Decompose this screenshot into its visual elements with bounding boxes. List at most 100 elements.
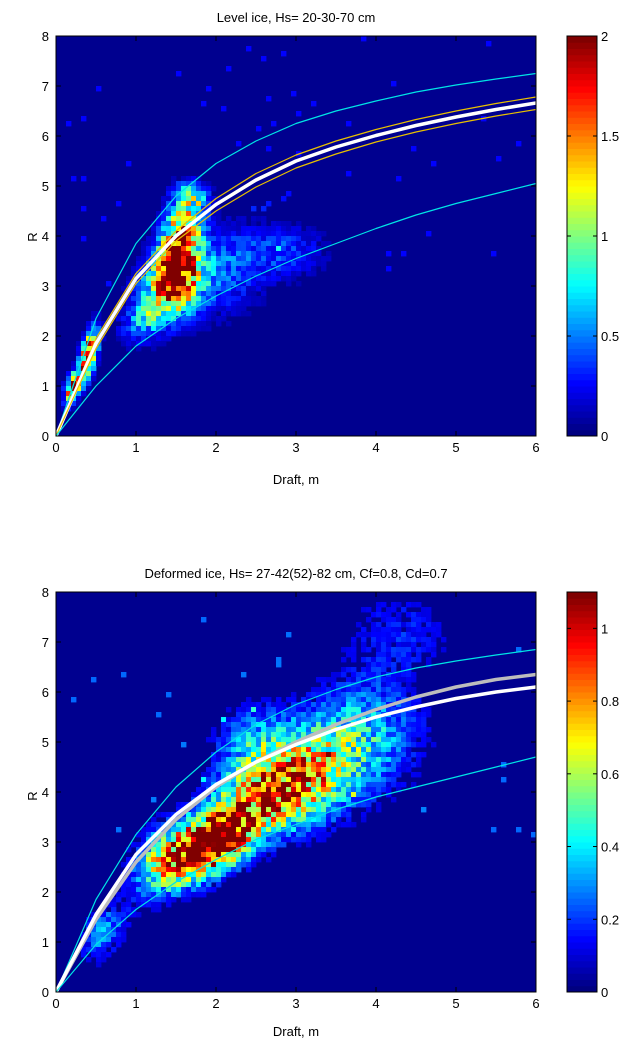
density-cell (266, 762, 272, 768)
density-cell (361, 702, 367, 708)
density-cell (261, 266, 267, 272)
density-cell (251, 857, 257, 863)
density-cell (176, 246, 182, 252)
density-cell (266, 266, 272, 272)
density-cell (161, 867, 167, 873)
density-cell (311, 777, 317, 783)
density-cell (266, 251, 272, 257)
density-cell (381, 702, 387, 708)
density-cell (351, 757, 357, 763)
colorbar-segment (567, 873, 597, 880)
density-cell (196, 201, 202, 207)
density-cell (356, 737, 362, 743)
density-cell (191, 181, 197, 187)
density-cell (361, 737, 367, 743)
density-cell (286, 236, 292, 242)
density-cell (141, 882, 147, 888)
density-cell (176, 201, 182, 207)
colorbar-segment (567, 42, 597, 49)
density-cell (331, 817, 337, 823)
y-tick-label: 2 (42, 885, 49, 900)
density-cell (71, 371, 77, 377)
density-cell (126, 847, 132, 853)
density-cell (201, 251, 207, 257)
density-cell (211, 877, 217, 883)
density-cell (156, 857, 162, 863)
density-cell (346, 697, 352, 703)
density-cell (311, 256, 317, 262)
density-cell (191, 842, 197, 848)
density-cell (256, 777, 262, 783)
density-cell (131, 897, 137, 903)
density-cell (261, 296, 267, 302)
density-cell (236, 717, 242, 723)
density-cell (136, 321, 142, 327)
density-cell (256, 817, 262, 823)
density-cell (306, 807, 312, 813)
density-cell (181, 281, 187, 287)
density-cell (271, 842, 277, 848)
density-cell (391, 632, 397, 638)
density-cell (351, 752, 357, 758)
density-cell (216, 797, 222, 803)
density-cell (186, 221, 192, 227)
density-cell (201, 872, 207, 878)
density-cell (216, 817, 222, 823)
colorbar-segment (567, 317, 597, 324)
density-cell (216, 777, 222, 783)
density-cell (181, 882, 187, 888)
density-cell (226, 246, 232, 252)
density-cell (146, 822, 152, 828)
density-cell (141, 271, 147, 277)
density-cell (336, 742, 342, 748)
density-cell (411, 782, 417, 788)
density-cell (251, 832, 257, 838)
colorbar-segment (567, 217, 597, 224)
density-cell (361, 797, 367, 803)
density-cell (216, 291, 222, 297)
density-cell (261, 261, 267, 267)
density-cell (271, 767, 277, 773)
density-cell (171, 822, 177, 828)
density-cell (251, 837, 257, 843)
density-cell (286, 261, 292, 267)
density-cell (276, 817, 282, 823)
density-cell (231, 246, 237, 252)
y-tick-label: 2 (42, 329, 49, 344)
density-cell (181, 251, 187, 257)
density-cell (211, 817, 217, 823)
density-cell (306, 226, 312, 232)
density-cell (321, 702, 327, 708)
density-cell (351, 657, 357, 663)
density-cell (251, 767, 257, 773)
density-cell (346, 677, 352, 683)
density-cell (326, 787, 332, 793)
density-cell (61, 396, 67, 402)
colorbar-segment (567, 54, 597, 62)
density-cell (266, 96, 272, 102)
density-cell (291, 752, 297, 758)
density-cell (186, 301, 192, 307)
density-cell (121, 932, 127, 938)
density-cell (251, 251, 257, 257)
density-cell (346, 171, 352, 177)
density-cell (276, 662, 282, 668)
density-cell (276, 236, 282, 242)
density-cell (251, 206, 257, 212)
density-cell (271, 847, 277, 853)
density-cell (226, 782, 232, 788)
density-cell (221, 762, 227, 768)
density-cell (211, 261, 217, 267)
density-cell (201, 216, 207, 222)
density-cell (311, 236, 317, 242)
density-cell (226, 802, 232, 808)
density-cell (356, 752, 362, 758)
density-cell (251, 772, 257, 778)
x-tick-label: 5 (452, 440, 459, 455)
density-cell (296, 822, 302, 828)
density-cell (191, 857, 197, 863)
density-cell (276, 707, 282, 713)
density-cell (326, 702, 332, 708)
density-cell (366, 692, 372, 698)
density-cell (361, 637, 367, 643)
